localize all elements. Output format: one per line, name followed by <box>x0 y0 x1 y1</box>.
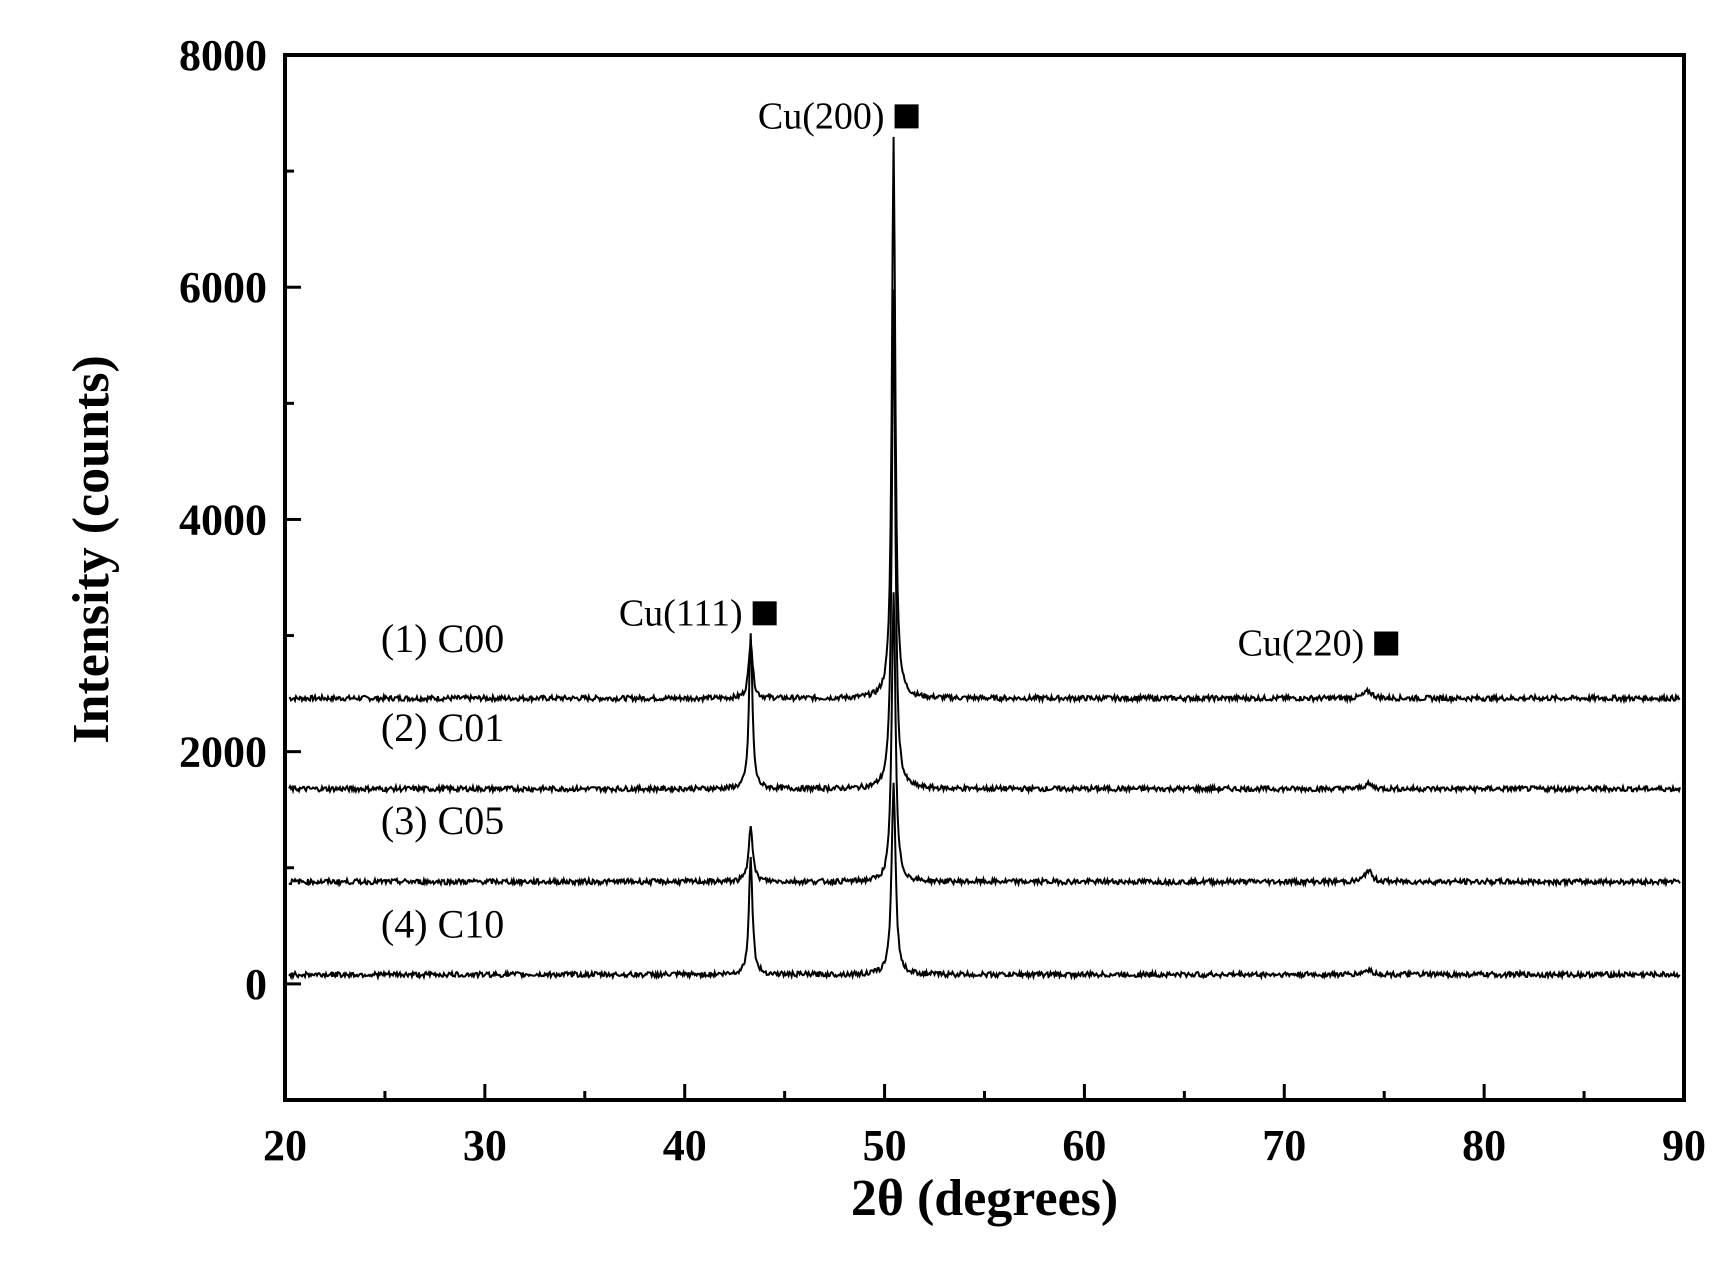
series-label-2: (2) C01 <box>381 705 504 750</box>
y-tick-label: 2000 <box>179 728 267 777</box>
series-line-2 <box>288 289 1681 796</box>
x-tick-label: 20 <box>263 1121 307 1170</box>
series-line-3 <box>288 592 1681 889</box>
peak-marker-square <box>1374 631 1399 656</box>
x-tick-label: 90 <box>1662 1121 1706 1170</box>
series-line-4 <box>288 782 1681 981</box>
x-tick-label: 50 <box>863 1121 907 1170</box>
series-label-4: (4) C10 <box>381 901 504 946</box>
y-tick-label: 6000 <box>179 263 267 312</box>
y-tick-label: 0 <box>245 960 267 1009</box>
y-tick-label: 4000 <box>179 495 267 544</box>
peak-marker-square <box>894 104 919 129</box>
x-tick-label: 80 <box>1462 1121 1506 1170</box>
peak-annotation: Cu(220) <box>1238 623 1365 665</box>
series-label-1: (1) C00 <box>381 616 504 661</box>
peak-annotation: Cu(200) <box>758 95 885 137</box>
series-line-1 <box>288 136 1681 705</box>
ticks-layer <box>283 53 1686 1102</box>
y-axis-title: Intensity (counts) <box>63 355 120 744</box>
series-label-3: (3) C05 <box>381 798 504 843</box>
x-tick-label: 30 <box>463 1121 507 1170</box>
x-tick-label: 40 <box>663 1121 707 1170</box>
x-tick-label: 60 <box>1062 1121 1106 1170</box>
x-axis-title: 2θ (degrees) <box>851 1170 1118 1227</box>
labels-layer: 20 30 40 50 60 70 80 90 0 2000 4000 6000 8000 (1) C00… <box>179 31 1706 1170</box>
peak-marker-square <box>752 601 777 626</box>
peak-annotation: Cu(111) <box>619 592 743 634</box>
series-layer <box>288 136 1681 981</box>
x-tick-label: 70 <box>1262 1121 1306 1170</box>
y-tick-label: 8000 <box>179 31 267 80</box>
